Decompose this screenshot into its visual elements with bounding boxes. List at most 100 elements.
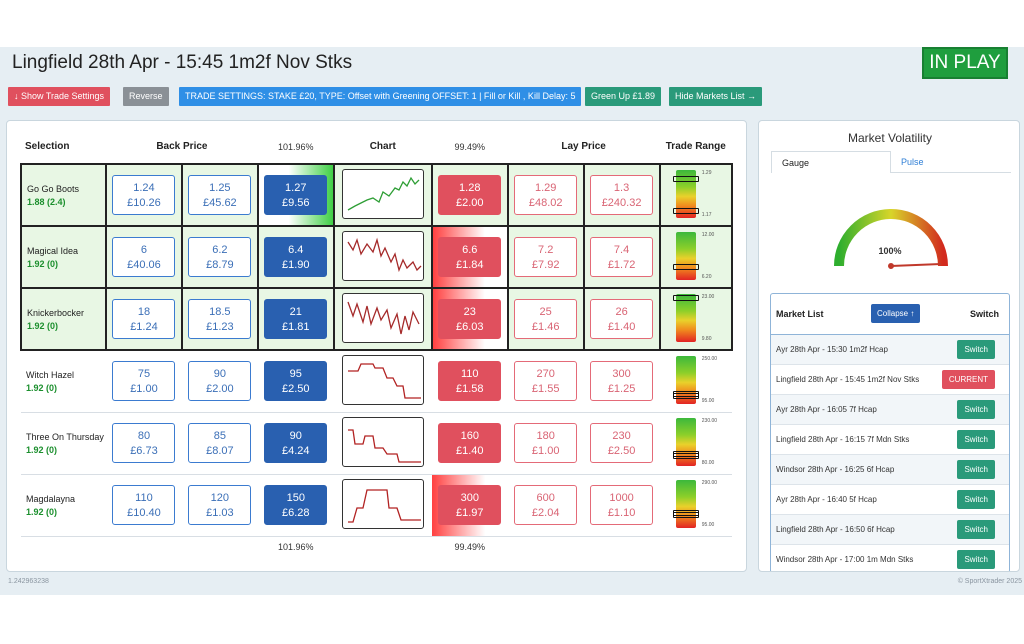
- back-price-3[interactable]: 110 £10.40: [112, 485, 176, 525]
- amount: £2.00: [206, 383, 234, 396]
- back-price-2[interactable]: 18.5 £1.23: [188, 299, 252, 339]
- price: 110: [460, 368, 479, 381]
- range-low: 1.17: [701, 212, 712, 218]
- back-price-3[interactable]: 1.24 £10.26: [112, 175, 176, 215]
- price: 85: [213, 430, 226, 442]
- back-price-2[interactable]: 90 £2.00: [188, 361, 252, 402]
- trade-range-bar: 1.29 1.17: [666, 168, 726, 220]
- price: 7.2: [538, 244, 554, 256]
- lay-price-3[interactable]: 26 £1.40: [590, 299, 654, 339]
- lay-price-3[interactable]: 300 £1.25: [590, 361, 654, 402]
- tab-pulse[interactable]: Pulse: [891, 151, 1011, 173]
- switch-button[interactable]: Switch: [957, 550, 995, 569]
- tab-gauge[interactable]: Gauge: [771, 151, 891, 173]
- lay-price-3[interactable]: 230 £2.50: [590, 423, 654, 463]
- best-lay-price[interactable]: 6.6 £1.84: [438, 237, 502, 277]
- market-name: Ayr 28th Apr - 16:05 7f Hcap: [776, 405, 877, 414]
- best-lay-price[interactable]: 1.28 £2.00: [438, 175, 502, 215]
- best-back-price[interactable]: 1.27 £9.56: [264, 175, 328, 215]
- market-list-item: Windsor 28th Apr - 16:25 6f Hcap Switch: [771, 455, 1009, 485]
- best-lay-price[interactable]: 23 £6.03: [438, 299, 502, 339]
- amount: £1.25: [607, 383, 636, 396]
- lay-price-3[interactable]: 1.3 £240.32: [590, 175, 654, 215]
- runner-chart[interactable]: [341, 354, 424, 405]
- range-low: 9.80: [701, 336, 712, 342]
- price: 21: [289, 306, 302, 318]
- lay-price-3[interactable]: 7.4 £1.72: [590, 237, 654, 277]
- switch-button[interactable]: Switch: [957, 460, 995, 479]
- switch-button[interactable]: Switch: [957, 400, 995, 419]
- amount: £1.00: [531, 445, 560, 457]
- price: 270: [536, 368, 555, 381]
- market-name: Windsor 28th Apr - 17:00 1m Mdn Stks: [776, 555, 914, 564]
- runner-chart[interactable]: [341, 478, 424, 529]
- price: 6.4: [288, 244, 304, 256]
- collapse-button[interactable]: Collapse ↑: [871, 304, 921, 323]
- lay-price-2[interactable]: 270 £1.55: [514, 361, 578, 402]
- switch-button[interactable]: Switch: [957, 490, 995, 509]
- back-price-3[interactable]: 6 £40.06: [112, 237, 176, 277]
- range-low: 95.00: [701, 522, 715, 528]
- best-lay-price[interactable]: 110 £1.58: [438, 361, 502, 402]
- col-chart: Chart: [369, 141, 396, 152]
- runner-weight: 1.88: [27, 196, 45, 207]
- lay-price-2[interactable]: 1.29 £48.02: [514, 175, 578, 215]
- switch-button[interactable]: Switch: [957, 340, 995, 359]
- price: 26: [615, 306, 628, 318]
- best-back-price[interactable]: 95 £2.50: [264, 361, 328, 402]
- show-trade-settings-button[interactable]: ↓ Show Trade Settings: [8, 87, 111, 106]
- amount: £1.23: [206, 321, 234, 333]
- back-price-3[interactable]: 75 £1.00: [112, 361, 176, 402]
- runner-chart[interactable]: [341, 168, 424, 219]
- price: 300: [612, 368, 631, 381]
- col-back-price: Back Price: [156, 141, 208, 152]
- hide-markets-list-button[interactable]: Hide Markets List →: [669, 87, 763, 106]
- lay-price-2[interactable]: 25 £1.46: [514, 299, 578, 339]
- back-price-3[interactable]: 18 £1.24: [112, 299, 176, 339]
- footer-lay-pct: 99.49%: [431, 535, 508, 558]
- price: 150: [286, 492, 305, 504]
- back-price-3[interactable]: 80 £6.73: [112, 423, 176, 463]
- price: 230: [612, 430, 631, 442]
- lay-price-2[interactable]: 7.2 £7.92: [514, 237, 578, 277]
- range-low: 6.20: [701, 274, 712, 280]
- amount: £1.03: [206, 507, 234, 519]
- back-book-pct: 101.96%: [278, 141, 314, 152]
- lay-price-3[interactable]: 1000 £1.10: [590, 485, 654, 525]
- back-price-2[interactable]: 85 £8.07: [188, 423, 252, 463]
- runner-chart[interactable]: [341, 292, 424, 343]
- switch-button[interactable]: Switch: [957, 430, 995, 449]
- runner-chart[interactable]: [341, 416, 424, 467]
- best-lay-price[interactable]: 300 £1.97: [438, 485, 502, 525]
- runner-weight: 1.92: [27, 320, 45, 331]
- reverse-button[interactable]: Reverse: [123, 87, 169, 106]
- lay-price-2[interactable]: 180 £1.00: [514, 423, 578, 463]
- col-selection: Selection: [25, 141, 70, 152]
- trade-range-bar: 12.00 6.20: [666, 230, 726, 282]
- market-volatility-panel: Market Volatility Gauge Pulse 100% Marke…: [758, 120, 1020, 572]
- back-price-2[interactable]: 6.2 £8.79: [188, 237, 252, 277]
- best-back-price[interactable]: 150 £6.28: [264, 485, 328, 525]
- runner-chart[interactable]: [341, 230, 424, 281]
- best-back-price[interactable]: 90 £4.24: [264, 423, 328, 463]
- trade-range-bar: 230.00 80.00: [666, 416, 726, 468]
- best-back-price[interactable]: 6.4 £1.90: [264, 237, 328, 277]
- lay-price-2[interactable]: 600 £2.04: [514, 485, 578, 525]
- amount: £8.07: [206, 445, 234, 457]
- volatility-gauge: [834, 209, 948, 269]
- switch-button[interactable]: Switch: [957, 520, 995, 539]
- market-list-item: Lingfield 28th Apr - 15:45 1m2f Nov Stks…: [771, 365, 1009, 395]
- amount: £1.90: [282, 259, 310, 271]
- switch-column-header: Switch: [969, 309, 999, 319]
- market-list-item: Ayr 28th Apr - 15:30 1m2f Hcap Switch: [771, 335, 1009, 365]
- price: 120: [210, 492, 230, 504]
- best-lay-price[interactable]: 160 £1.40: [438, 423, 502, 463]
- green-up-button[interactable]: Green Up £1.89: [585, 87, 662, 106]
- amount: £2.04: [531, 507, 560, 519]
- best-back-price[interactable]: 21 £1.81: [264, 299, 328, 339]
- amount: £1.40: [456, 445, 484, 457]
- back-price-2[interactable]: 120 £1.03: [188, 485, 252, 525]
- trade-settings-summary[interactable]: TRADE SETTINGS: STAKE £20, TYPE: Offset …: [179, 87, 582, 106]
- back-price-2[interactable]: 1.25 £45.62: [188, 175, 252, 215]
- amount: £7.92: [531, 259, 560, 271]
